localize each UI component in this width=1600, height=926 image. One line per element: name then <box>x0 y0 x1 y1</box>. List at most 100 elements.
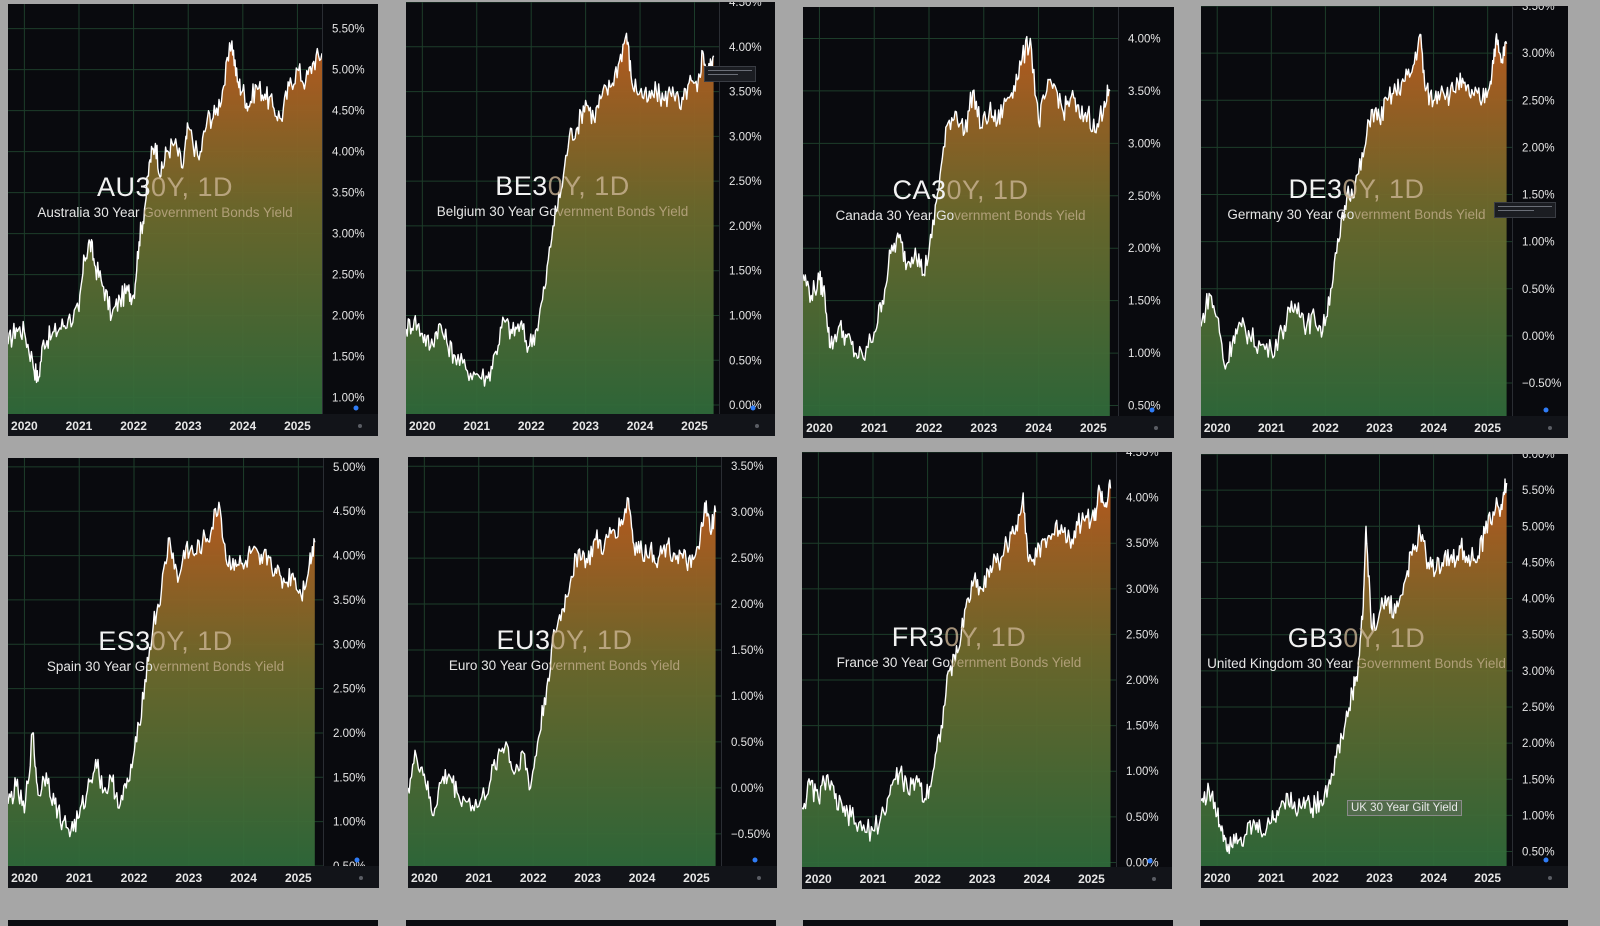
x-axis-band <box>8 414 378 436</box>
y-tick-label: 5.50% <box>1522 485 1555 497</box>
settings-dot-icon[interactable] <box>755 424 759 428</box>
y-tick-label: 4.00% <box>729 42 762 54</box>
series-line[interactable] <box>1201 33 1508 370</box>
x-tick-label: 2021 <box>1258 871 1285 885</box>
chart-panel[interactable]: −0.50% 0.00% 0.50% 1.00% 1.50% 2.00% 2.50% 3.00… <box>408 457 777 888</box>
chart-svg: −0.50% 0.00% 0.50% 1.00% 1.50% 2.00% 2.50% 3.00… <box>408 457 777 888</box>
series-area <box>803 36 1110 416</box>
scale-indicator-icon[interactable] <box>1543 407 1549 413</box>
y-tick-label: 6.00% <box>1522 454 1555 461</box>
y-tick-label: 2.50% <box>731 553 764 565</box>
y-tick-label: 4.50% <box>1522 557 1555 569</box>
x-tick-label: 2025 <box>1474 871 1501 885</box>
scale-indicator-icon[interactable] <box>1149 407 1155 413</box>
x-tick-label: 2025 <box>1080 421 1107 435</box>
scale-indicator-icon[interactable] <box>752 857 758 863</box>
x-tick-label: 2023 <box>1366 421 1393 435</box>
settings-dot-icon[interactable] <box>359 876 363 880</box>
y-tick-label: 3.50% <box>729 87 762 99</box>
chart-panel[interactable]: 0.00% 0.50% 1.00% 1.50% 2.00% 2.50% 3.00% 3.50%… <box>406 2 775 436</box>
x-tick-label: 2023 <box>1366 871 1393 885</box>
series-line[interactable] <box>406 32 715 387</box>
y-tick-label: 2.50% <box>1522 95 1555 107</box>
y-tick-label: 4.00% <box>1522 594 1555 606</box>
x-tick-label: 2021 <box>861 421 888 435</box>
chart-svg: 0.50% 1.00% 1.50% 2.00% 2.50% 3.00% 3.50% 4.00%… <box>803 7 1174 438</box>
chart-svg: 1.00% 1.50% 2.00% 2.50% 3.00% 3.50% 4.00% 4.50%… <box>8 4 378 436</box>
x-tick-label: 2020 <box>11 871 38 885</box>
chart-panel[interactable]: 0.00% 0.50% 1.00% 1.50% 2.00% 2.50% 3.00% 3.50%… <box>802 452 1172 889</box>
y-tick-label: 4.50% <box>1126 452 1159 459</box>
y-tick-label: 0.50% <box>1522 847 1555 859</box>
y-tick-label: 2.00% <box>1128 243 1161 255</box>
chart-panel[interactable]: 0.50%1.00%1.50%2.00%2.50%3.00%3.50%4.00%… <box>1201 454 1568 888</box>
scale-indicator-icon[interactable] <box>1147 858 1153 864</box>
chart-svg: 0.00%0.50%1.00%1.50%2.00%2.50%3.00%3.50%… <box>406 2 775 436</box>
chart-svg: 0.00%0.50%1.00%1.50%2.00%2.50%3.00%3.50%… <box>802 452 1172 889</box>
annotation-label: UK 30 Year Gilt Yield <box>1347 800 1462 816</box>
x-tick-label: 2024 <box>1420 421 1447 435</box>
chart-panel[interactable]: 1.00% 1.50% 2.00% 2.50% 3.00% 3.50% 4.00% 4.50%… <box>8 4 378 436</box>
y-tick-label: 1.50% <box>1522 190 1555 202</box>
x-tick-label: 2021 <box>860 872 887 886</box>
y-tick-label: 1.50% <box>1126 721 1159 733</box>
y-tick-label: 1.50% <box>1128 296 1161 308</box>
y-tick-label: 3.50% <box>332 188 365 200</box>
series-line[interactable] <box>1201 478 1508 855</box>
settings-dot-icon[interactable] <box>358 424 362 428</box>
y-tick-label: 3.00% <box>1522 48 1555 60</box>
scale-indicator-icon[interactable] <box>750 405 756 411</box>
y-tick-label: 1.50% <box>332 352 365 364</box>
y-tick-label: 1.00% <box>1126 766 1159 778</box>
y-tick-label: 3.50% <box>1126 538 1159 550</box>
x-axis-band <box>803 416 1174 438</box>
x-tick-label: 2022 <box>520 871 547 885</box>
next-row-panel <box>406 920 776 926</box>
y-tick-label: 4.00% <box>332 147 365 159</box>
scale-indicator-icon[interactable] <box>353 405 359 411</box>
chart-svg: 0.50% 1.00% 1.50% 2.00% 2.50% 3.00% 3.50% 4.00%… <box>1201 454 1568 888</box>
series-line[interactable] <box>8 501 316 838</box>
x-tick-label: 2020 <box>1204 421 1231 435</box>
series-line[interactable] <box>408 497 717 817</box>
y-tick-label: 0.00% <box>729 400 762 412</box>
chart-panel[interactable]: 0.50%1.00%1.50%2.00%2.50%3.00%3.50%4.00%… <box>8 458 379 888</box>
series-line[interactable] <box>802 479 1112 842</box>
y-tick-label: 0.50% <box>731 737 764 749</box>
settings-dot-icon[interactable] <box>1548 876 1552 880</box>
y-tick-label: 1.00% <box>731 691 764 703</box>
x-tick-label: 2023 <box>969 872 996 886</box>
y-tick-label: 3.00% <box>332 229 365 241</box>
x-tick-label: 2025 <box>1078 872 1105 886</box>
y-tick-label: 2.00% <box>1522 738 1555 750</box>
y-tick-label: 3.00% <box>729 131 762 143</box>
scale-indicator-icon[interactable] <box>354 857 360 863</box>
x-tick-label: 2022 <box>1312 421 1339 435</box>
x-tick-label: 2023 <box>970 421 997 435</box>
chart-panel[interactable]: 0.50%1.00%1.50%2.00%2.50%3.00%3.50%4.00%… <box>803 7 1174 438</box>
y-tick-label: −0.50% <box>731 829 770 841</box>
settings-dot-icon[interactable] <box>1154 426 1158 430</box>
series-line[interactable] <box>8 40 323 384</box>
x-tick-label: 2023 <box>175 419 202 433</box>
x-tick-label: 2023 <box>574 871 601 885</box>
settings-dot-icon[interactable] <box>757 876 761 880</box>
y-tick-label: 3.50% <box>731 461 764 473</box>
series-line[interactable] <box>803 35 1111 361</box>
y-tick-label: 4.50% <box>333 506 366 518</box>
scale-indicator-icon[interactable] <box>1543 857 1549 863</box>
y-tick-label: 0.50% <box>1128 401 1161 413</box>
x-tick-label: 2020 <box>805 872 832 886</box>
x-tick-label: 2024 <box>1023 872 1050 886</box>
x-tick-label: 2024 <box>230 871 257 885</box>
x-tick-label: 2021 <box>1258 421 1285 435</box>
chart-panel[interactable]: −0.50% 0.00% 0.50% 1.00% 1.50% 2.00% 2.50% 3.00… <box>1201 6 1568 438</box>
x-tick-label: 2021 <box>465 871 492 885</box>
y-tick-label: 0.00% <box>1522 331 1555 343</box>
x-axis-band <box>406 414 775 436</box>
x-tick-label: 2021 <box>66 871 93 885</box>
settings-dot-icon[interactable] <box>1152 877 1156 881</box>
x-tick-label: 2025 <box>681 419 708 433</box>
x-tick-label: 2025 <box>683 871 710 885</box>
settings-dot-icon[interactable] <box>1548 426 1552 430</box>
